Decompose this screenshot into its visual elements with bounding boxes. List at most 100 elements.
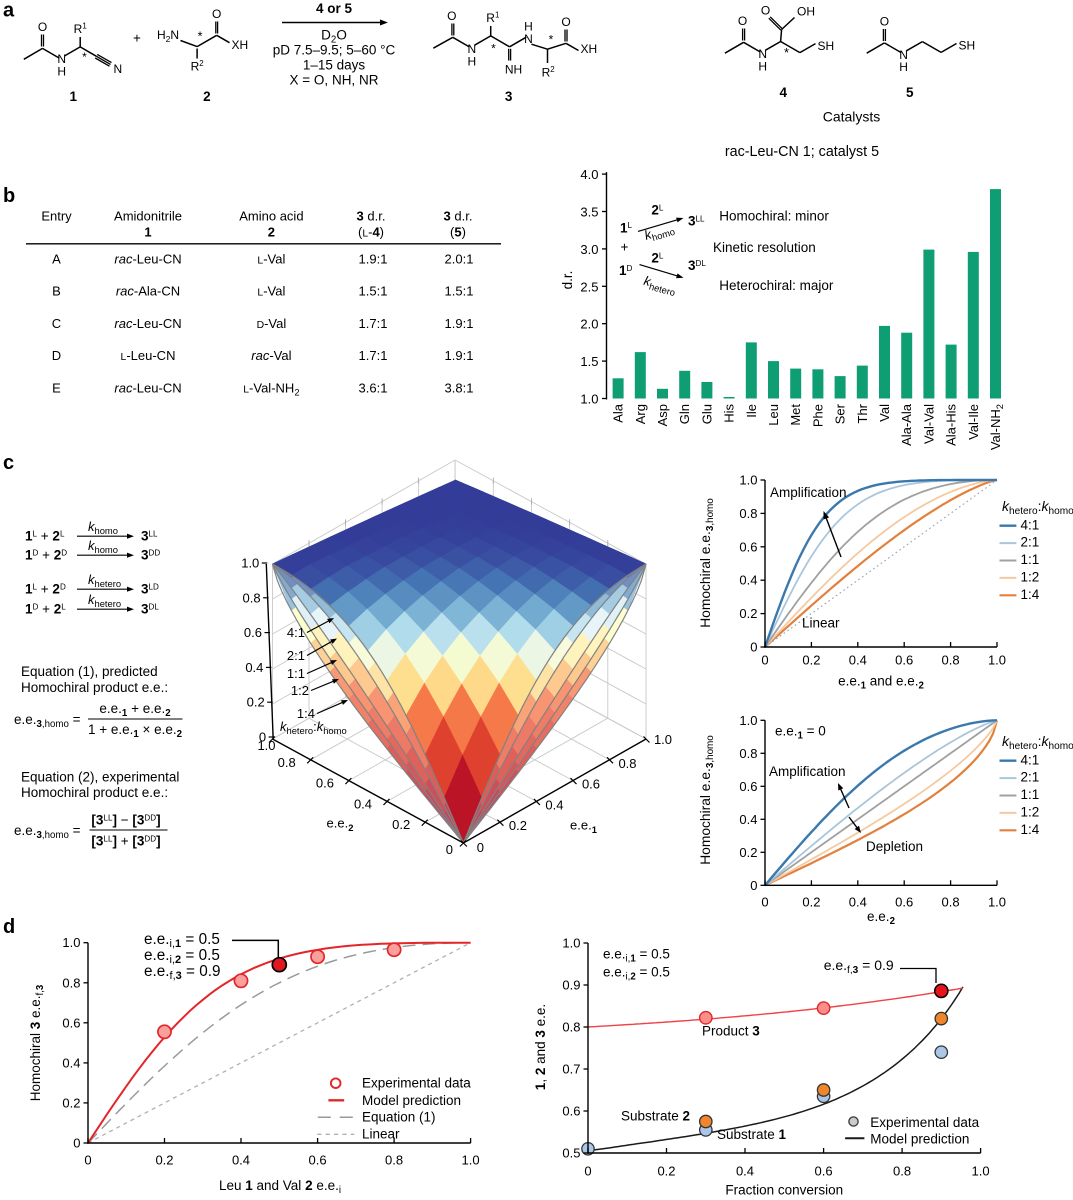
svg-text:khetero:khomo: khetero:khomo <box>1002 498 1073 517</box>
svg-text:0.6: 0.6 <box>316 776 334 791</box>
svg-text:0.4: 0.4 <box>849 653 867 668</box>
svg-text:[3LL] − [3DD]: [3LL] − [3DD] <box>91 813 160 828</box>
svg-text:rac-Ala-CN: rac-Ala-CN <box>116 284 180 299</box>
svg-text:0.9: 0.9 <box>562 978 580 993</box>
svg-text:Depletion: Depletion <box>866 839 923 854</box>
svg-text:Substrate 2: Substrate 2 <box>621 1109 690 1124</box>
svg-text:0.8: 0.8 <box>243 590 261 605</box>
svg-text:0.4: 0.4 <box>232 1153 250 1168</box>
svg-text:H: H <box>524 20 533 34</box>
svg-text:1.9:1: 1.9:1 <box>445 316 474 331</box>
svg-text:0: 0 <box>584 1164 591 1179</box>
svg-text:0: 0 <box>446 842 453 857</box>
svg-text:1.0: 1.0 <box>654 732 672 747</box>
svg-text:e.e.i,1 = 0.5: e.e.i,1 = 0.5 <box>603 947 670 965</box>
svg-text:R2: R2 <box>191 59 204 74</box>
svg-text:*: * <box>549 33 554 47</box>
svg-text:O: O <box>880 15 889 29</box>
svg-text:1:4: 1:4 <box>1021 587 1040 602</box>
svg-text:N: N <box>467 42 476 56</box>
svg-text:khomo: khomo <box>642 220 676 245</box>
svg-text:Equation (1): Equation (1) <box>362 1110 436 1125</box>
svg-text:+: + <box>621 240 629 255</box>
svg-text:3LL: 3LL <box>688 214 705 229</box>
svg-text:XH: XH <box>581 42 598 56</box>
svg-text:0.2: 0.2 <box>802 894 820 909</box>
svg-text:0: 0 <box>259 730 266 745</box>
svg-text:L-Val: L-Val <box>257 252 285 267</box>
svg-text:4 or 5: 4 or 5 <box>316 1 353 16</box>
svg-text:*: * <box>197 28 202 43</box>
svg-text:A: A <box>52 252 61 267</box>
svg-text:1.0: 1.0 <box>241 556 259 571</box>
svg-text:1.0: 1.0 <box>988 894 1006 909</box>
svg-text:0.8: 0.8 <box>893 1164 911 1179</box>
svg-text:L-Val: L-Val <box>257 284 285 299</box>
svg-text:1L + 2L: 1L + 2L <box>25 529 65 544</box>
svg-text:1–15 days: 1–15 days <box>303 58 366 73</box>
svg-text:d: d <box>3 916 15 938</box>
svg-text:1.0: 1.0 <box>972 1164 990 1179</box>
svg-text:SH: SH <box>959 39 976 53</box>
svg-text:2.0:1: 2.0:1 <box>445 252 474 267</box>
svg-text:N: N <box>524 32 533 46</box>
svg-text:khetero: khetero <box>642 273 678 298</box>
svg-text:c: c <box>3 452 14 474</box>
svg-text:e.e.i,1 = 0.5: e.e.i,1 = 0.5 <box>144 931 220 950</box>
svg-text:Amplification: Amplification <box>769 764 846 779</box>
svg-text:1:1: 1:1 <box>1021 787 1040 802</box>
svg-text:Equation (1), predicted: Equation (1), predicted <box>21 664 158 679</box>
svg-text:R2: R2 <box>542 65 555 80</box>
svg-text:0: 0 <box>761 894 768 909</box>
svg-text:2:1: 2:1 <box>287 648 305 663</box>
svg-text:e.e.2: e.e.2 <box>867 909 895 927</box>
svg-text:Kinetic resolution: Kinetic resolution <box>713 240 816 255</box>
svg-text:Fraction conversion: Fraction conversion <box>725 1183 843 1198</box>
svg-text:Homochiral e.e.3,homo: Homochiral e.e.3,homo <box>698 498 716 628</box>
svg-text:0.2: 0.2 <box>155 1153 173 1168</box>
svg-text:His: His <box>722 404 737 423</box>
svg-text:Val-Ile: Val-Ile <box>966 404 981 440</box>
svg-text:3LL: 3LL <box>141 529 158 544</box>
svg-text:Substrate 1: Substrate 1 <box>717 1127 787 1142</box>
svg-text:0.2: 0.2 <box>657 1164 675 1179</box>
svg-text:Ile: Ile <box>744 404 759 418</box>
svg-text:0.6: 0.6 <box>62 1015 80 1030</box>
svg-text:N: N <box>758 47 767 61</box>
svg-text:N: N <box>899 48 908 62</box>
svg-text:0.2: 0.2 <box>802 653 820 668</box>
svg-text:0.4: 0.4 <box>245 660 263 675</box>
svg-text:1.0: 1.0 <box>739 473 757 488</box>
svg-text:3DD: 3DD <box>141 548 160 563</box>
svg-text:khetero: khetero <box>88 572 121 589</box>
svg-text:XH: XH <box>232 38 249 52</box>
svg-text:0.8: 0.8 <box>278 755 296 770</box>
svg-text:1, 2 and 3 e.e.: 1, 2 and 3 e.e. <box>533 1004 548 1090</box>
svg-text:SH: SH <box>818 39 835 53</box>
svg-text:1.9:1: 1.9:1 <box>445 348 474 363</box>
svg-text:2.5: 2.5 <box>580 279 598 294</box>
svg-text:1L + 2D: 1L + 2D <box>25 582 66 597</box>
svg-text:(5): (5) <box>450 225 466 240</box>
svg-text:1.9:1: 1.9:1 <box>359 252 388 267</box>
svg-text:0.6: 0.6 <box>815 1164 833 1179</box>
svg-text:4: 4 <box>779 85 787 100</box>
svg-text:4.0: 4.0 <box>580 167 598 182</box>
svg-text:Glu: Glu <box>699 404 714 424</box>
svg-text:Val-NH2: Val-NH2 <box>988 404 1005 450</box>
svg-text:[3LL] + [3DD]: [3LL] + [3DD] <box>91 834 160 849</box>
svg-text:1.7:1: 1.7:1 <box>359 316 388 331</box>
svg-text:1.0: 1.0 <box>257 738 275 753</box>
svg-text:Homochiral product e.e.:: Homochiral product e.e.: <box>21 785 168 800</box>
svg-text:e.e.1: e.e.1 <box>570 818 597 835</box>
svg-text:Homochiral 3 e.e.f,3: Homochiral 3 e.e.f,3 <box>28 984 46 1101</box>
svg-text:0.4: 0.4 <box>62 1055 80 1070</box>
svg-text:1.0: 1.0 <box>580 392 598 407</box>
svg-text:0.2: 0.2 <box>62 1095 80 1110</box>
svg-text:2.0: 2.0 <box>580 317 598 332</box>
svg-text:Model prediction: Model prediction <box>362 1093 461 1108</box>
svg-text:5: 5 <box>906 85 914 100</box>
svg-text:*: * <box>82 50 87 64</box>
svg-text:0.6: 0.6 <box>895 653 913 668</box>
svg-text:Amplification: Amplification <box>770 485 847 500</box>
